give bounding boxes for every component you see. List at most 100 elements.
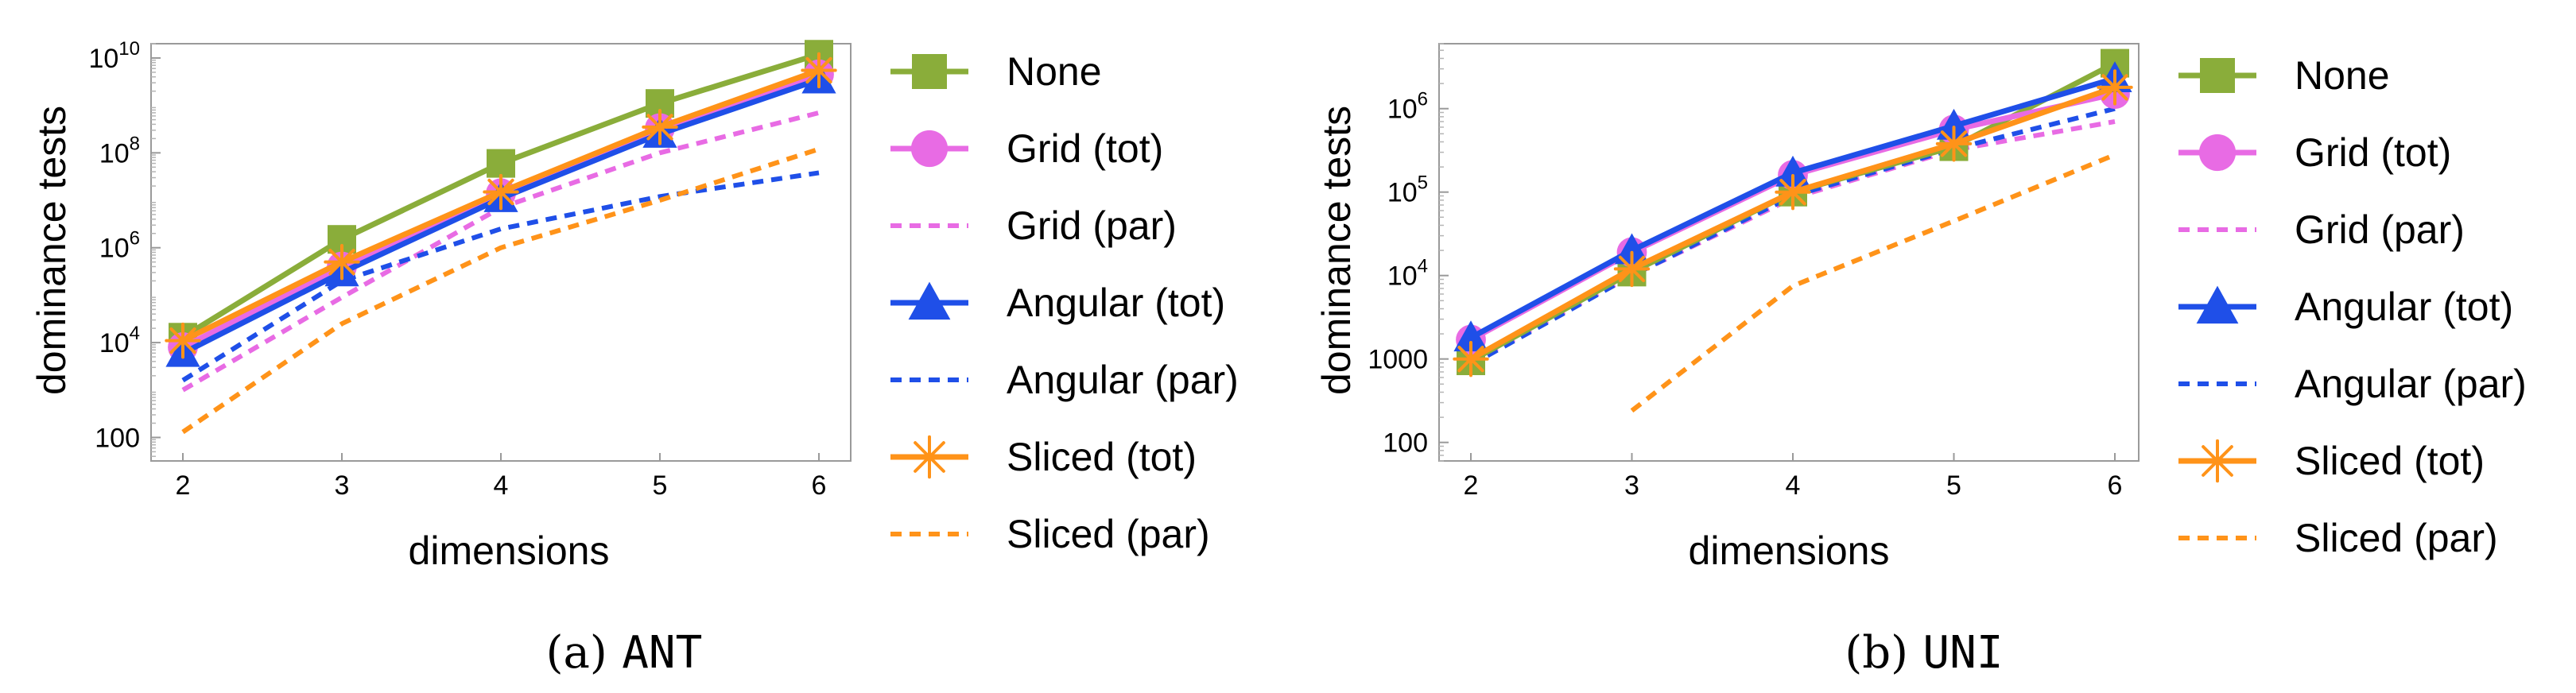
x-tick-label: 6 (2108, 470, 2123, 501)
legend-marker-angular-tot (908, 281, 951, 320)
legend-marker-none (2200, 58, 2235, 93)
legend-label-angular-tot: Angular (tot) (2295, 285, 2513, 329)
legend-item-none: None (2178, 53, 2390, 98)
panel-b-y-axis-title: dominance tests (1314, 106, 1359, 395)
x-tick-label: 4 (1786, 470, 1801, 501)
legend-label-angular-par: Angular (par) (2295, 362, 2527, 406)
series-sliced-par (181, 146, 820, 435)
legend-item-none: None (890, 49, 1102, 94)
legend-item-sliced-tot: Sliced (tot) (2178, 439, 2485, 483)
x-tick-label: 2 (176, 470, 191, 501)
legend-item-sliced-par: Sliced (par) (890, 512, 1210, 556)
legend-label-grid-par: Grid (par) (1007, 203, 1177, 248)
series-angular-par (1469, 106, 2116, 367)
panel-b-plot-frame (1438, 43, 2140, 462)
legend-label-none: None (2295, 53, 2390, 98)
data-point-sliced-tot (642, 109, 678, 145)
legend-item-angular-par: Angular (par) (890, 358, 1239, 402)
panel-a-legend: None Grid (tot) Grid (par) Angular (tot) Ang… (890, 49, 1239, 556)
x-tick-label: 3 (1624, 470, 1639, 501)
x-tick-label: 4 (494, 470, 509, 501)
y-tick-base: 10 (1387, 95, 1418, 125)
y-tick-base: 10 (99, 328, 130, 358)
panel-b-caption-name: UNI (1922, 627, 2003, 679)
series-angular-tot (165, 62, 836, 367)
series-sliced-par (1630, 152, 2116, 413)
legend-marker-angular-tot (2196, 285, 2239, 324)
data-point-sliced-tot (165, 322, 201, 359)
data-point-angular-tot (1453, 320, 1488, 352)
data-point-angular-tot (1614, 233, 1650, 265)
panel-a-caption-letter: (a) (546, 627, 607, 679)
legend-label-none: None (1007, 49, 1102, 94)
x-tick-label: 5 (653, 470, 668, 501)
legend-item-sliced-tot: Sliced (tot) (890, 435, 1197, 479)
y-tick-exponent: 4 (1418, 256, 1428, 277)
y-tick-label: 106 (1387, 89, 1428, 125)
y-tick-label: 100 (95, 423, 140, 453)
panel-b-legend: None Grid (tot) Grid (par) Angular (tot) Ang… (2178, 53, 2527, 560)
y-tick-label: 108 (99, 133, 140, 168)
panel-a-y-axis-title: dominance tests (29, 106, 74, 395)
legend-label-grid-tot: Grid (tot) (2295, 130, 2451, 175)
y-tick-label: 105 (1387, 172, 1428, 208)
y-tick-base: 10 (1387, 178, 1418, 208)
data-point-sliced-tot (2097, 69, 2133, 106)
y-tick-base: 10 (1387, 261, 1418, 292)
panel-a-caption-name: ANT (622, 627, 702, 679)
y-tick-base: 10 (88, 44, 118, 74)
data-point-sliced-tot (1935, 126, 1973, 162)
series-none (1457, 48, 2129, 376)
data-point-sliced-tot (801, 52, 837, 89)
series-line-angular-tot (181, 76, 821, 356)
legend-marker-none (912, 54, 947, 89)
data-point-sliced-tot (324, 243, 360, 281)
legend-label-grid-tot: Grid (tot) (1007, 126, 1163, 171)
legend-item-sliced-par: Sliced (par) (2178, 516, 2498, 560)
series-angular-par (181, 170, 820, 383)
legend-label-angular-par: Angular (par) (1007, 358, 1239, 402)
y-tick-label: 1000 (1368, 345, 1428, 375)
data-point-angular-tot (1936, 108, 1972, 140)
x-tick-label: 6 (812, 470, 827, 501)
y-tick-exponent: 5 (1418, 172, 1428, 194)
y-tick-label: 1010 (88, 38, 140, 74)
x-tick-label: 5 (1946, 470, 1961, 501)
legend-item-grid-tot: Grid (tot) (890, 126, 1163, 171)
data-point-angular-tot (1775, 155, 1810, 187)
series-line-sliced-par (1630, 152, 2116, 413)
legend-label-sliced-par: Sliced (par) (1007, 512, 1210, 556)
series-line-sliced-tot (1469, 84, 2116, 362)
y-tick-exponent: 10 (118, 38, 140, 60)
panel-a-x-axis-title: dimensions (409, 528, 610, 573)
panel-b-caption-letter: (b) (1845, 627, 1908, 679)
x-tick-label: 2 (1464, 470, 1479, 501)
y-tick-label: 104 (1387, 256, 1428, 292)
legend-label-angular-tot: Angular (tot) (1007, 281, 1225, 325)
legend-marker-sliced-tot (907, 435, 952, 479)
legend-item-grid-par: Grid (par) (890, 203, 1177, 248)
panel-a-series (165, 40, 837, 435)
y-tick-label: 104 (99, 323, 140, 358)
series-line-sliced-par (181, 146, 820, 435)
y-tick-base: 10 (99, 138, 130, 168)
y-tick-base: 10 (99, 234, 130, 264)
legend-item-angular-par: Angular (par) (2178, 362, 2527, 406)
y-tick-label: 106 (99, 228, 140, 264)
data-point-sliced-tot (1453, 341, 1489, 377)
y-tick-label: 100 (1383, 428, 1428, 459)
legend-item-grid-par: Grid (par) (2178, 207, 2465, 252)
data-point-sliced-tot (1613, 250, 1651, 288)
series-line-angular-par (1469, 106, 2116, 367)
panel-b-series (1453, 48, 2133, 413)
panel-a-caption: (a) ANT (546, 627, 703, 679)
legend-marker-grid-tot (910, 130, 949, 168)
legend-label-sliced-tot: Sliced (tot) (2295, 439, 2485, 483)
series-sliced-tot (1453, 69, 2133, 377)
legend-label-grid-par: Grid (par) (2295, 207, 2465, 252)
y-tick-exponent: 6 (130, 228, 140, 250)
legend-marker-sliced-tot (2195, 439, 2240, 483)
